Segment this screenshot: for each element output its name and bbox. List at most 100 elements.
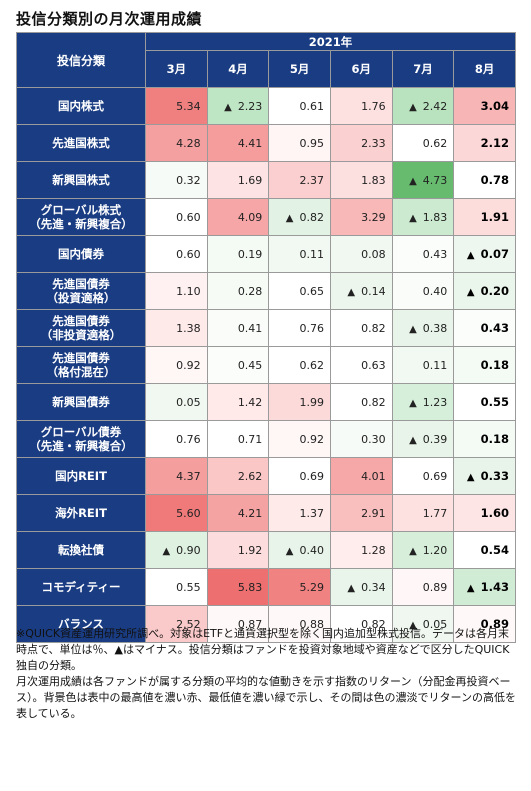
value-cell: ▲ 4.73 [391, 161, 455, 199]
value-text: 0.43 [480, 321, 509, 335]
value-text: 0.55 [176, 580, 201, 594]
value-text: 1.92 [237, 543, 263, 557]
table-row: 国内REIT 4.37 2.62 0.69 4.01 0.69 ▲ 0.33 [16, 457, 516, 495]
value-cell: ▲ 2.23 [206, 87, 270, 125]
value-cell: 0.95 [268, 124, 331, 162]
value-text: 5.83 [237, 580, 263, 594]
value-cell: ▲ 0.39 [391, 420, 455, 458]
value-text: 0.11 [299, 247, 324, 261]
value-cell: 1.76 [329, 87, 393, 125]
category-label: 国内REIT [16, 457, 146, 495]
value-text: 0.82 [361, 617, 386, 631]
value-cell: 0.55 [453, 383, 516, 421]
value-text: 0.55 [480, 395, 509, 409]
value-text: 2.23 [237, 99, 263, 113]
negative-triangle-icon: ▲ [409, 619, 417, 631]
value-cell: ▲ 0.90 [145, 531, 208, 569]
value-cell: 0.60 [145, 235, 208, 273]
value-cell: 0.78 [453, 161, 516, 199]
value-text: 0.89 [422, 580, 448, 594]
value-cell: 0.82 [329, 309, 393, 347]
value-text: 0.92 [176, 358, 201, 372]
table-row: 先進国債券 （投資適格） 1.10 0.28 0.65 ▲ 0.14 0.40 ▲ 0.20 [16, 272, 516, 310]
value-text: 2.37 [299, 173, 324, 187]
value-cell: 0.18 [453, 420, 516, 458]
value-cell: 0.62 [391, 124, 455, 162]
month-header: 8月 [453, 50, 516, 88]
month-header: 4月 [206, 50, 270, 88]
value-text: 1.28 [361, 543, 386, 557]
value-text: 0.20 [480, 284, 509, 298]
value-text: 0.54 [480, 543, 509, 557]
value-text: 1.38 [176, 321, 201, 335]
value-cell: 0.71 [206, 420, 270, 458]
value-cell: 5.29 [268, 568, 331, 606]
category-label: 国内債券 [16, 235, 146, 273]
value-text: 0.41 [237, 321, 263, 335]
negative-triangle-icon: ▲ [409, 101, 417, 113]
value-cell: ▲ 1.43 [453, 568, 516, 606]
value-text: 0.32 [176, 173, 201, 187]
value-cell: 1.37 [268, 494, 331, 532]
value-cell: ▲ 0.38 [391, 309, 455, 347]
value-text: 0.87 [237, 617, 263, 631]
value-cell: 1.91 [453, 198, 516, 236]
value-text: 0.40 [422, 284, 448, 298]
category-label: 先進国債券 （格付混在） [16, 346, 146, 384]
header-row-year: 投信分類 2021年 [16, 32, 516, 88]
value-cell: 0.92 [145, 346, 208, 384]
value-cell: 0.63 [329, 346, 393, 384]
value-cell: 1.60 [453, 494, 516, 532]
value-cell: ▲ 0.34 [329, 568, 393, 606]
value-cell: ▲ 0.05 [391, 605, 455, 643]
value-text: 0.30 [361, 432, 386, 446]
value-text: 0.61 [299, 99, 324, 113]
category-label: コモディティー [16, 568, 146, 606]
value-text: 0.60 [176, 247, 201, 261]
table-row: グローバル株式 （先進・新興複合） 0.60 4.09 ▲ 0.82 3.29 ▲ 1.83 1.… [16, 198, 516, 236]
value-text: 4.73 [422, 173, 448, 187]
value-cell: 0.41 [206, 309, 270, 347]
value-text: 0.28 [237, 284, 263, 298]
value-cell: 0.55 [145, 568, 208, 606]
value-cell: 0.19 [206, 235, 270, 273]
value-text: 0.71 [237, 432, 263, 446]
value-text: 3.29 [361, 210, 386, 224]
value-cell: 0.69 [268, 457, 331, 495]
value-cell: 0.18 [453, 346, 516, 384]
negative-triangle-icon: ▲ [466, 583, 475, 594]
value-cell: 2.62 [206, 457, 270, 495]
value-cell: 4.37 [145, 457, 208, 495]
value-cell: 0.89 [453, 605, 516, 643]
value-cell: 2.91 [329, 494, 393, 532]
value-text: 0.65 [299, 284, 324, 298]
value-cell: 0.32 [145, 161, 208, 199]
negative-triangle-icon: ▲ [409, 175, 417, 187]
month-header: 3月 [145, 50, 208, 88]
negative-triangle-icon: ▲ [466, 472, 475, 483]
value-text: 0.39 [422, 432, 448, 446]
value-text: 0.82 [299, 210, 324, 224]
value-cell: 1.38 [145, 309, 208, 347]
value-text: 0.40 [299, 543, 324, 557]
table-row: 先進国債券 （非投資適格） 1.38 0.41 0.76 0.82 ▲ 0.38 0.43 [16, 309, 516, 347]
value-cell: 2.33 [329, 124, 393, 162]
month-header: 7月 [391, 50, 455, 88]
value-cell: 0.11 [391, 346, 455, 384]
value-text: 1.60 [480, 506, 509, 520]
negative-triangle-icon: ▲ [285, 545, 294, 557]
value-text: 1.83 [422, 210, 448, 224]
category-label: 転換社債 [16, 531, 146, 569]
value-text: 0.05 [422, 617, 448, 631]
value-text: 1.42 [237, 395, 263, 409]
value-cell: ▲ 1.83 [391, 198, 455, 236]
value-cell: 1.10 [145, 272, 208, 310]
value-text: 2.33 [361, 136, 386, 150]
table-row: 国内株式 5.34 ▲ 2.23 0.61 1.76 ▲ 2.42 3.04 [16, 87, 516, 125]
value-cell: ▲ 0.07 [453, 235, 516, 273]
table-row: 国内債券 0.60 0.19 0.11 0.08 0.43 ▲ 0.07 [16, 235, 516, 273]
category-label: バランス [16, 605, 146, 643]
value-text: 0.63 [361, 358, 386, 372]
page-title: 投信分類別の月次運用成績 [16, 10, 203, 28]
value-text: 0.89 [480, 617, 509, 631]
